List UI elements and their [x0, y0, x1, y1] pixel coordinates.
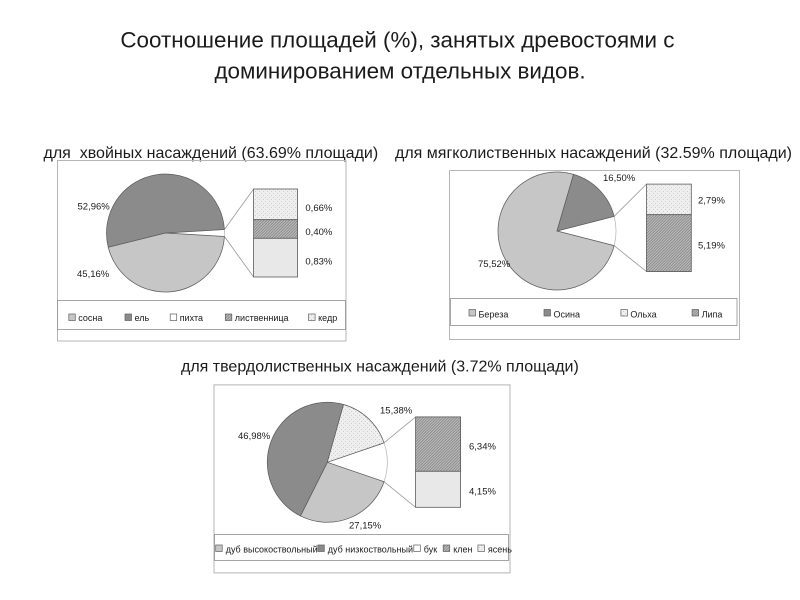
svg-text:45,16%: 45,16%: [77, 269, 110, 280]
svg-text:для твердолиственных насаждени: для твердолиственных насаждений (3.72% п…: [181, 359, 579, 376]
svg-text:Соотношение площадей (%), заня: Соотношение площадей (%), занятых древос…: [120, 28, 674, 53]
svg-text:ясень: ясень: [488, 545, 512, 555]
svg-text:52,96%: 52,96%: [78, 202, 111, 213]
svg-text:0,40%: 0,40%: [305, 227, 332, 238]
svg-text:дуб высокоствольный: дуб высокоствольный: [226, 545, 318, 555]
svg-text:бук: бук: [424, 545, 437, 555]
svg-text:0,66%: 0,66%: [305, 203, 332, 214]
svg-text:лиственница: лиственница: [235, 313, 289, 323]
svg-text:Береза: Береза: [479, 310, 509, 320]
svg-text:пихта: пихта: [180, 313, 203, 323]
svg-text:Липа: Липа: [702, 310, 723, 320]
svg-text:75,52%: 75,52%: [478, 259, 511, 270]
svg-text:2,79%: 2,79%: [698, 196, 725, 207]
svg-text:15,38%: 15,38%: [380, 406, 413, 417]
svg-text:дуб низкоствольный: дуб низкоствольный: [328, 545, 413, 555]
svg-text:доминированием отдельных видов: доминированием отдельных видов.: [214, 59, 585, 84]
svg-text:27,15%: 27,15%: [349, 521, 382, 532]
svg-text:кедр: кедр: [318, 313, 337, 323]
svg-text:Осина: Осина: [554, 310, 581, 320]
svg-text:для мягколиственных насаждений: для мягколиственных насаждений (32.59% п…: [395, 145, 792, 162]
svg-text:0,83%: 0,83%: [305, 257, 332, 268]
svg-text:6,34%: 6,34%: [469, 442, 496, 453]
svg-text:4,15%: 4,15%: [469, 487, 496, 498]
svg-text:16,50%: 16,50%: [603, 173, 636, 184]
svg-text:5,19%: 5,19%: [698, 241, 725, 252]
svg-text:Ольха: Ольха: [630, 310, 656, 320]
svg-text:46,98%: 46,98%: [238, 431, 271, 442]
svg-text:сосна: сосна: [78, 313, 102, 323]
svg-text:клен: клен: [453, 545, 472, 555]
svg-text:для хвойных насаждений (63.69: для хвойных насаждений (63.69% площади): [44, 145, 379, 162]
svg-text:ель: ель: [135, 313, 150, 323]
